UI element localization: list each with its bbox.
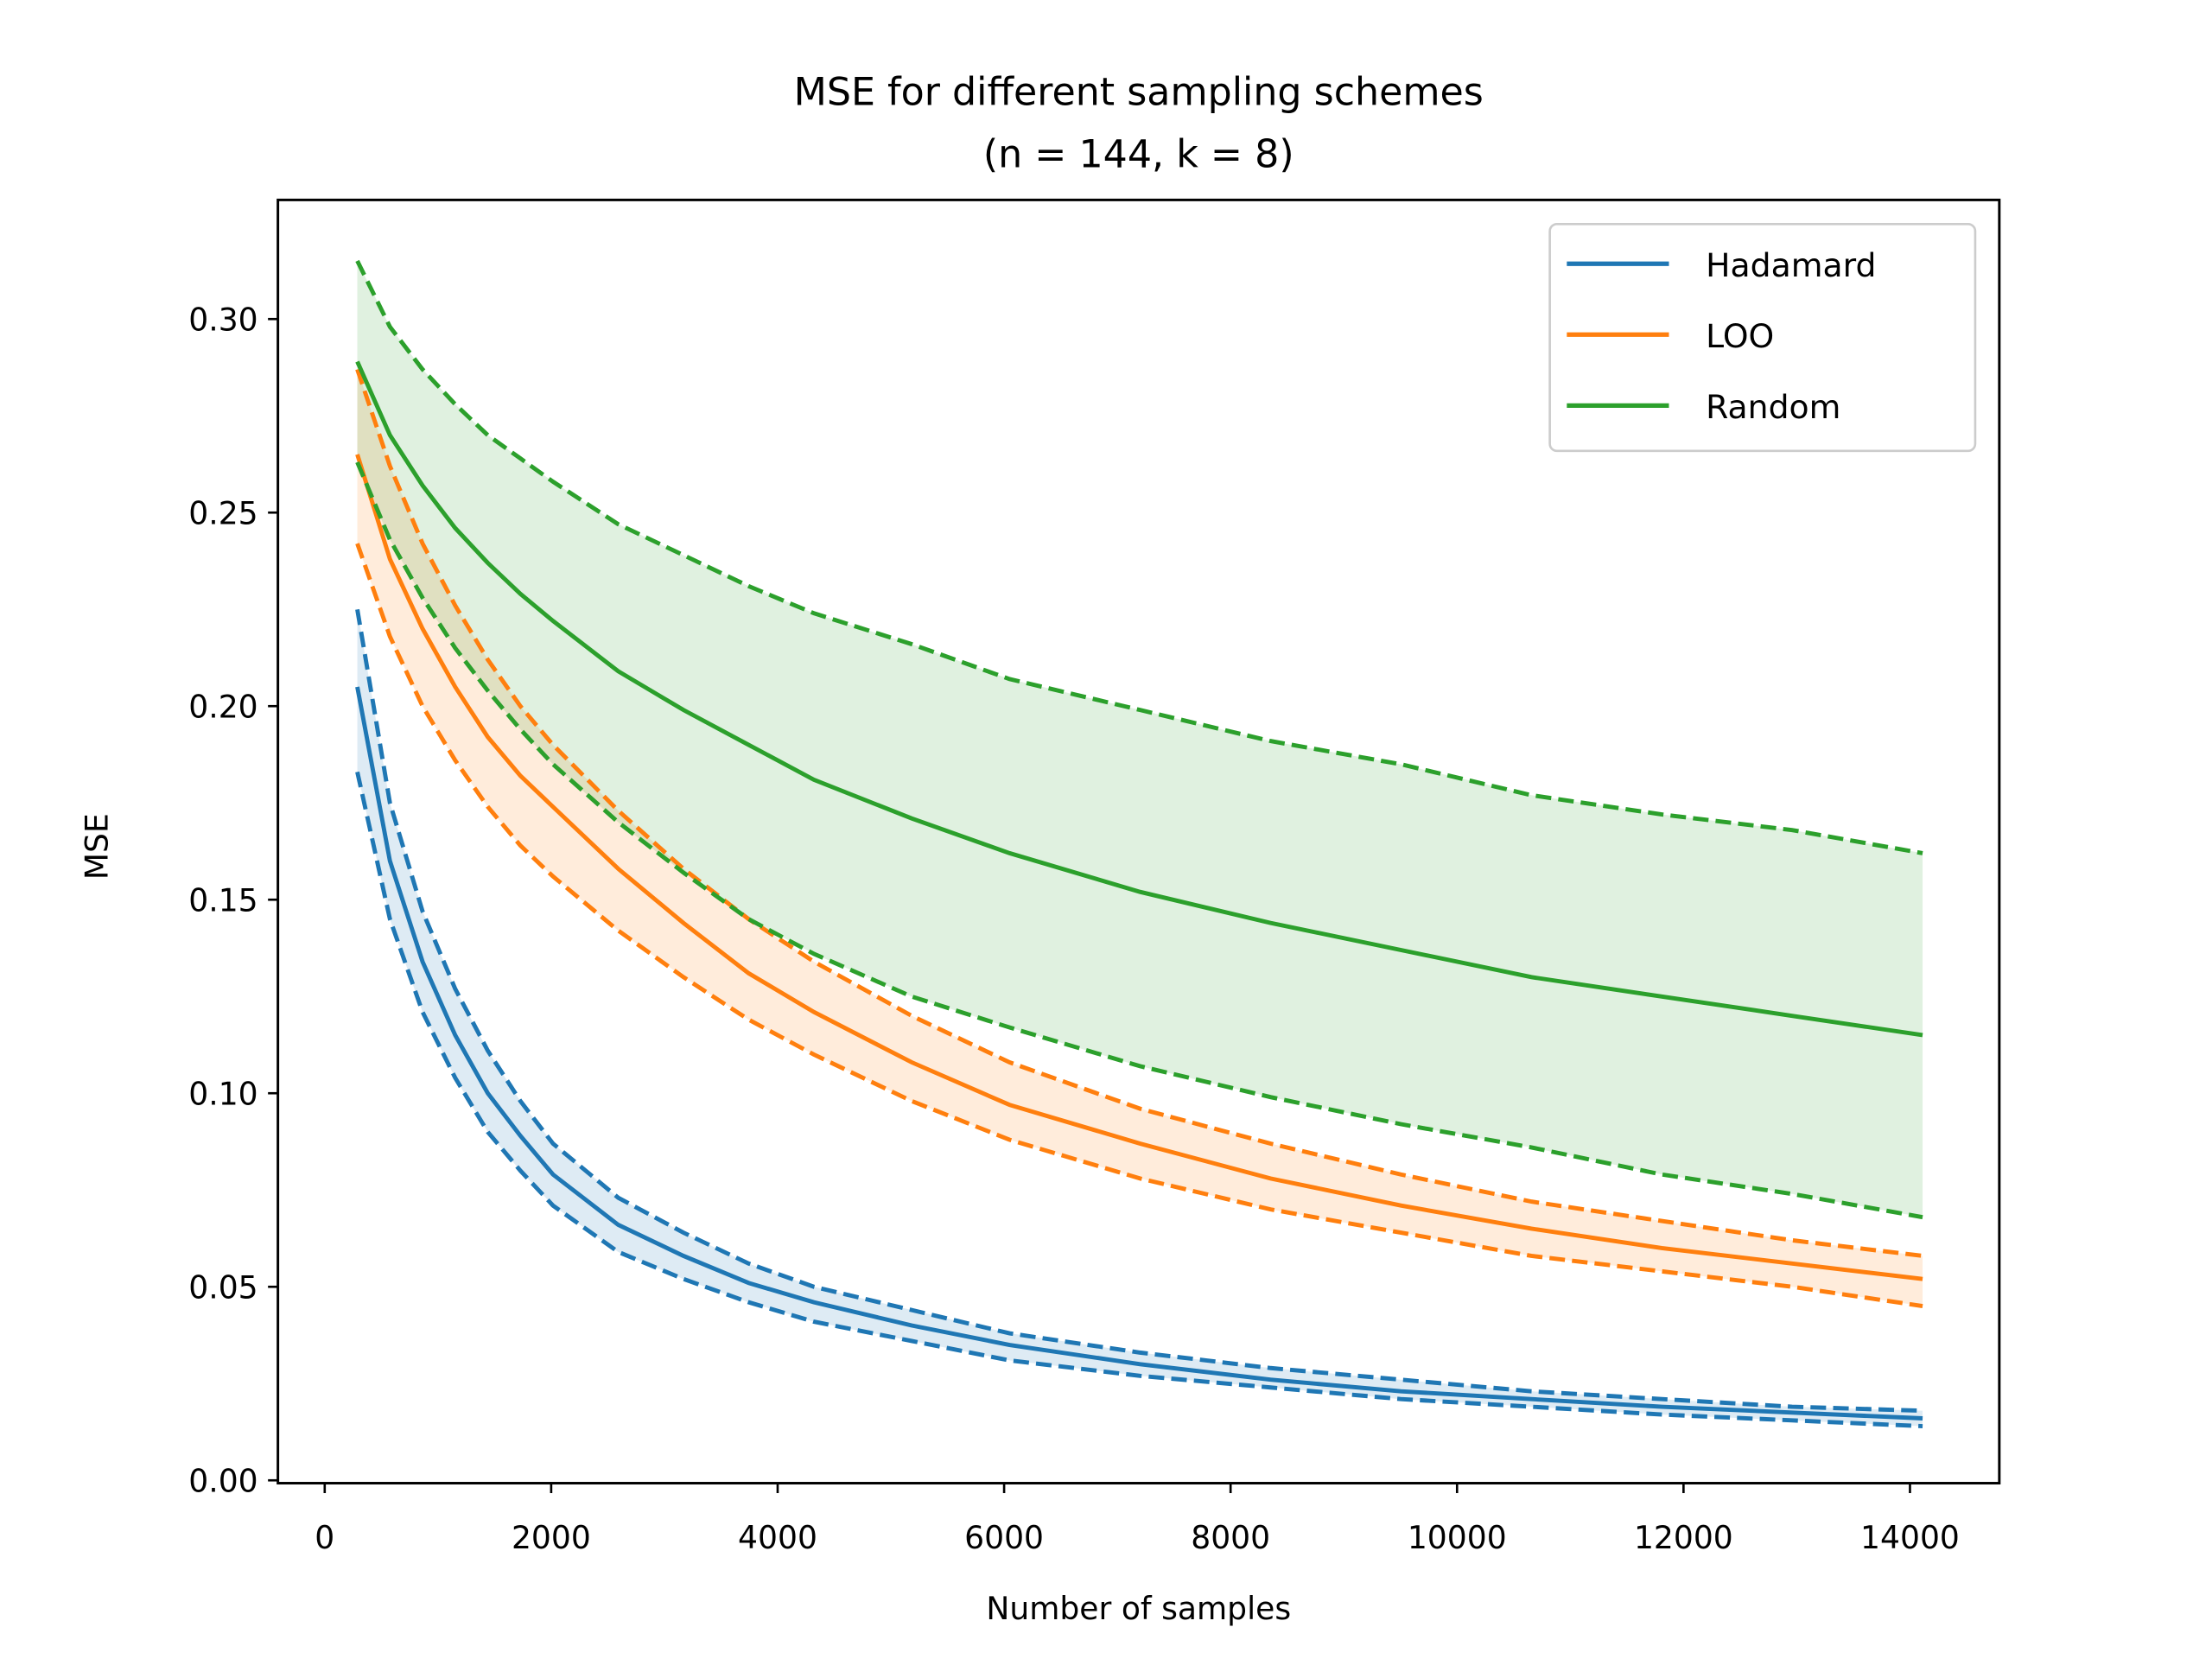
x-tick-label: 0 <box>315 1519 334 1556</box>
lower-line-loo <box>355 543 1923 1308</box>
upper-line-loo <box>355 368 1923 1258</box>
x-tick-label: 2000 <box>512 1519 591 1556</box>
y-tick-label: 0.15 <box>188 881 257 918</box>
legend-label-hadamard: Hadamard <box>1706 246 1876 284</box>
upper-line-hadamard <box>355 608 1923 1414</box>
chart-subtitle: (n = 144, k = 8) <box>983 133 1294 177</box>
y-tick-label: 0.10 <box>188 1075 257 1112</box>
upper-line-random <box>355 259 1923 855</box>
mean-line-hadamard <box>355 686 1923 1421</box>
y-tick-label: 0.30 <box>188 301 257 338</box>
x-tick-label: 14000 <box>1860 1519 1960 1556</box>
legend-label-random: Random <box>1706 388 1840 426</box>
legend-label-loo: LOO <box>1706 317 1774 355</box>
y-tick-label: 0.05 <box>188 1268 257 1306</box>
x-tick-label: 8000 <box>1191 1519 1270 1556</box>
y-tick-label: 0.20 <box>188 688 257 725</box>
chart-title: MSE for different sampling schemes <box>794 70 1484 114</box>
plot-area <box>355 259 1923 1429</box>
x-axis-label: Number of samples <box>986 1590 1291 1627</box>
ticks: 0 2000 4000 6000 8000 10000 12000 14000 0.00 0.05… <box>188 301 1960 1556</box>
band-loo <box>357 369 1923 1306</box>
legend-frame <box>1548 222 1977 453</box>
mean-line-random <box>355 360 1923 1038</box>
x-tick-label: 6000 <box>964 1519 1044 1556</box>
x-tick-label: 10000 <box>1408 1519 1507 1556</box>
lower-line-hadamard <box>355 771 1923 1429</box>
legend: Hadamard LOO Random <box>1548 222 1977 453</box>
y-tick-label: 0.25 <box>188 494 257 531</box>
mean-line-loo <box>355 454 1923 1281</box>
y-tick-label: 0.00 <box>188 1462 257 1499</box>
y-axis-label: MSE <box>79 813 116 880</box>
x-tick-label: 4000 <box>738 1519 817 1556</box>
lower-line-random <box>355 461 1923 1220</box>
axes-frame <box>276 198 2001 1484</box>
x-tick-label: 12000 <box>1634 1519 1733 1556</box>
